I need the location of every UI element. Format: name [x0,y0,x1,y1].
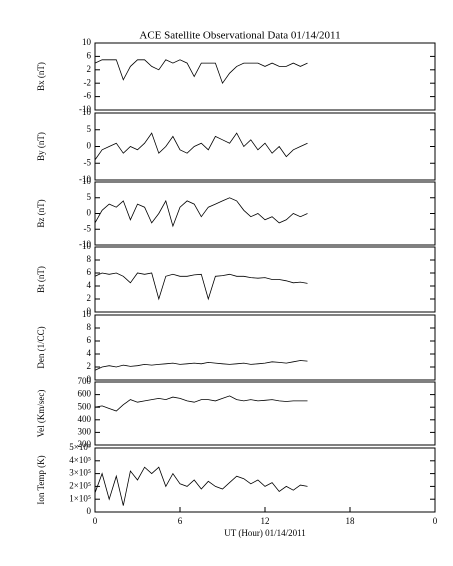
y-tick-label: -6 [84,91,92,101]
y-tick-label: 6 [87,50,92,60]
y-tick-label: 500 [78,401,92,411]
y-axis-label: Den (1/CC) [36,326,46,368]
y-tick-label: 5×10⁵ [69,442,91,452]
y-tick-label: 10 [82,37,92,47]
panel-frame [94,314,436,381]
y-tick-label: 600 [78,389,92,399]
data-line [94,395,308,412]
y-tick-label: -2 [84,77,92,87]
y-tick-label: 2 [87,361,92,371]
y-tick-label: 4 [87,348,92,358]
y-tick-label: 300 [78,426,92,436]
y-tick-label: 4×10⁵ [69,455,91,465]
y-tick-label: 200 [78,439,92,449]
y-tick-label: 0 [87,141,92,151]
x-tick-label: 6 [178,516,183,526]
y-tick-label: -10 [79,174,91,184]
x-tick-label: 0 [93,516,98,526]
data-line [94,59,308,85]
y-tick-label: -10 [79,104,91,114]
y-axis-label: Ion Temp (K) [36,455,46,504]
y-axis-label: Bt (nT) [36,266,46,293]
y-tick-label: 0 [87,208,92,218]
y-tick-label: 10 [82,241,92,251]
y-axis-label: By (nT) [36,132,46,161]
y-tick-label: 0 [87,306,92,316]
y-tick-label: 2 [87,64,92,74]
y-tick-label: 10 [82,176,92,186]
data-line [94,360,308,371]
x-tick-label: 12 [261,516,270,526]
y-tick-label: 700 [78,376,92,386]
y-tick-label: 5 [87,124,92,134]
panel-frame [94,246,436,313]
panel-frame [94,112,436,181]
y-tick-label: 10 [82,309,92,319]
y-tick-label: -5 [84,157,92,167]
panel-frame [94,381,436,446]
y-tick-label: 1×10⁵ [69,493,91,503]
panel-frame [94,447,436,513]
panel-frame [94,42,436,111]
y-tick-label: 2 [87,293,92,303]
y-tick-label: 5 [87,192,92,202]
data-line [94,197,308,228]
x-tick-label: 18 [346,516,356,526]
data-line [94,272,308,301]
y-tick-label: 8 [87,254,92,264]
panel-frame [94,181,436,246]
y-tick-label: 400 [78,414,92,424]
y-tick-label: -10 [79,239,91,249]
data-line [94,466,308,506]
y-tick-label: 0 [87,506,92,516]
y-tick-label: 2×10⁵ [69,480,91,490]
y-axis-label: Bz (nT) [36,199,46,227]
y-tick-label: -5 [84,223,92,233]
y-axis-label: Vel (Km/sec) [36,390,46,438]
x-axis-label: UT (Hour) 01/14/2011 [224,528,306,538]
y-tick-label: 8 [87,322,92,332]
y-tick-label: 4 [87,280,92,290]
x-tick-label: 0 [433,516,438,526]
data-line [94,132,308,161]
chart-title: ACE Satellite Observational Data 01/14/2… [139,30,340,42]
y-tick-label: 10 [82,107,92,117]
y-tick-label: 3×10⁵ [69,468,91,478]
y-tick-label: 0 [87,374,92,384]
y-tick-label: 6 [87,335,92,345]
y-axis-label: Bx (nT) [36,62,46,91]
y-tick-label: 6 [87,267,92,277]
